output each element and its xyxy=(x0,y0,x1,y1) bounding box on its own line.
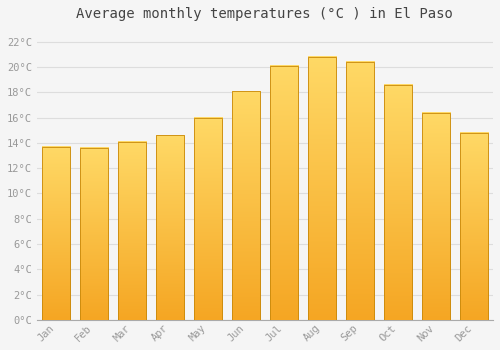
Bar xyxy=(232,91,260,320)
Bar xyxy=(270,66,298,320)
Bar xyxy=(42,147,70,320)
Bar xyxy=(422,113,450,320)
Bar xyxy=(384,85,412,320)
Bar xyxy=(80,148,108,320)
Bar xyxy=(460,133,488,320)
Bar xyxy=(156,135,184,320)
Title: Average monthly temperatures (°C ) in El Paso: Average monthly temperatures (°C ) in El… xyxy=(76,7,454,21)
Bar xyxy=(308,57,336,320)
Bar xyxy=(346,62,374,320)
Bar xyxy=(194,118,222,320)
Bar xyxy=(118,142,146,320)
